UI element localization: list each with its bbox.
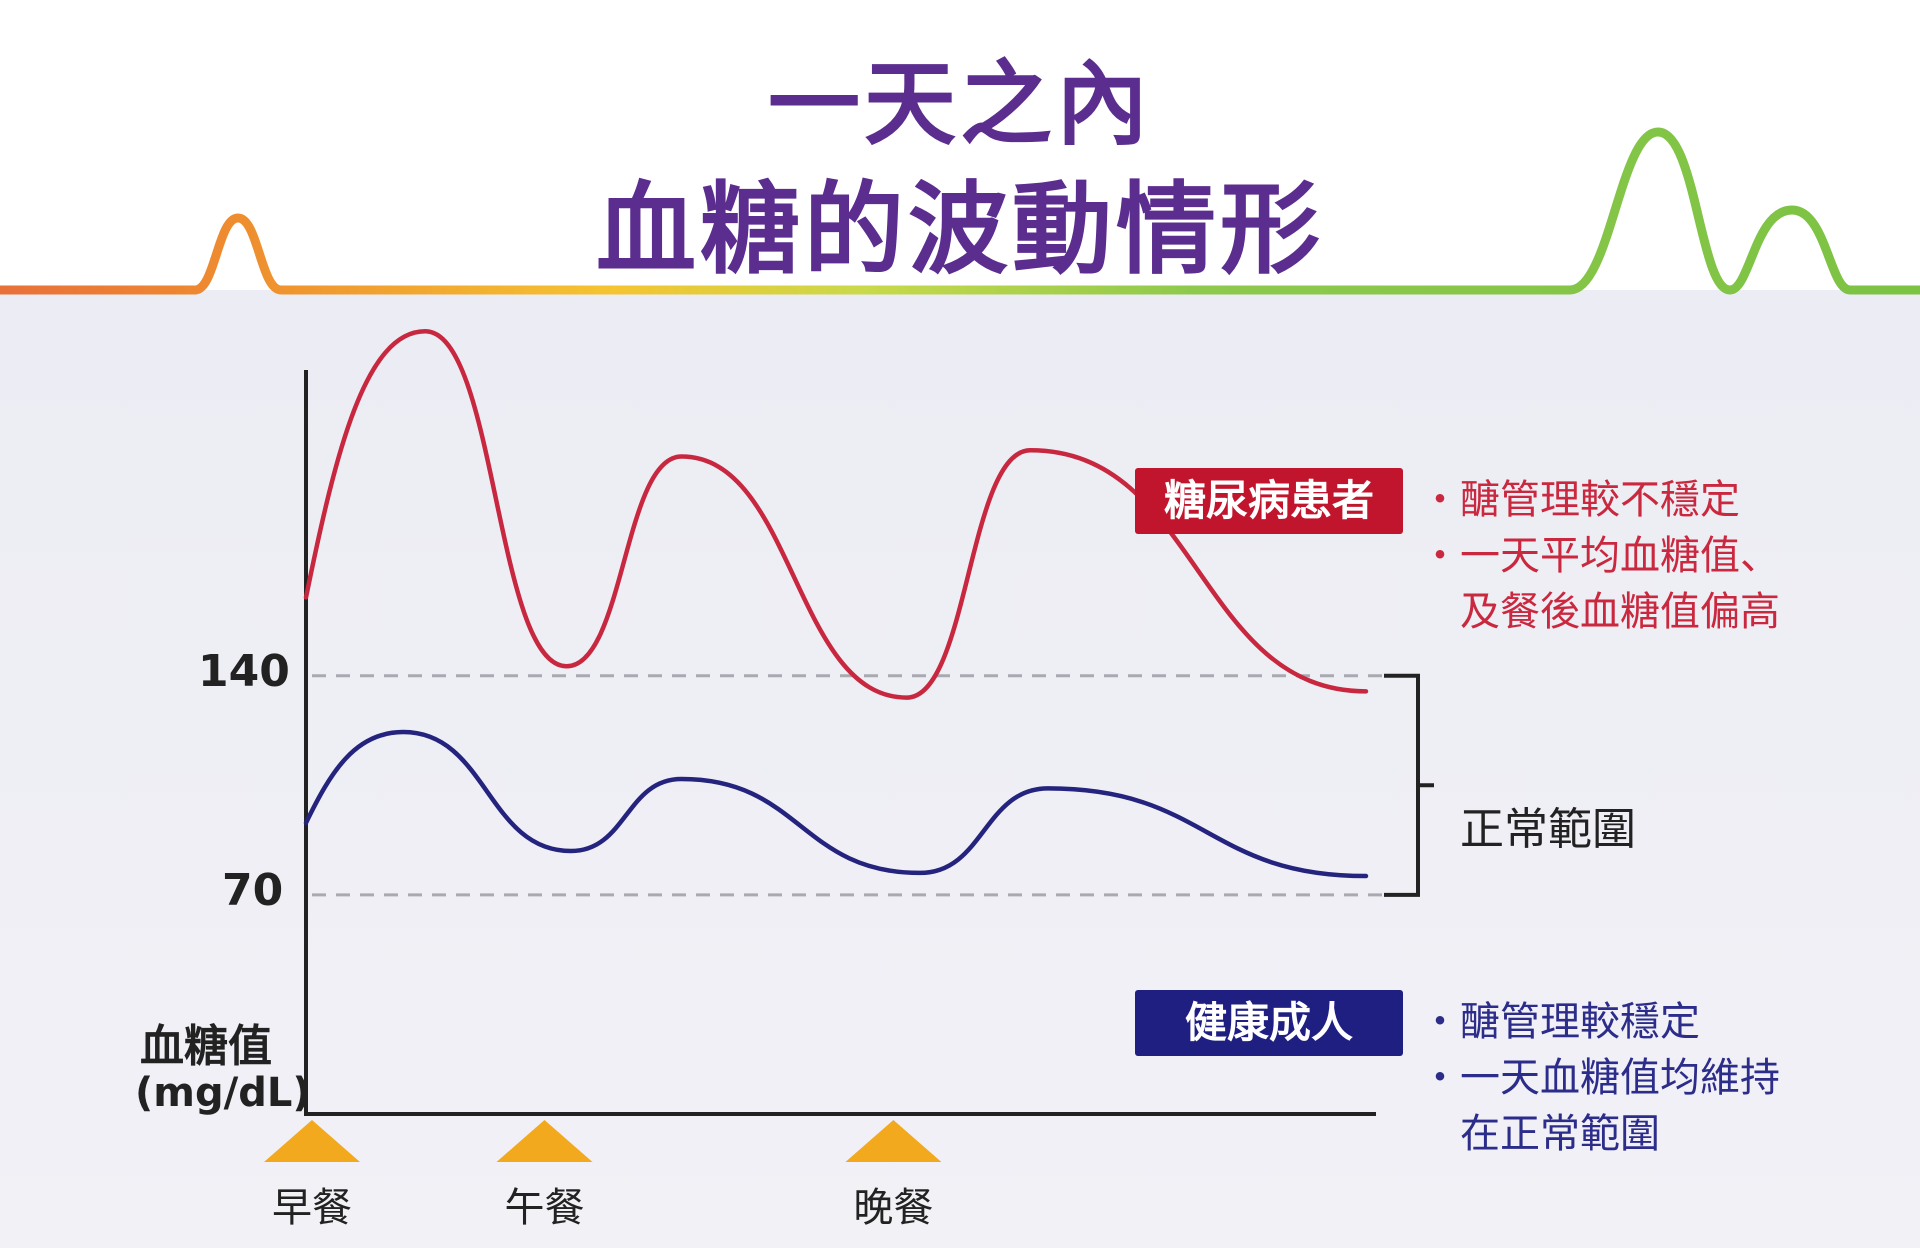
- meal-label-breakfast: 早餐: [272, 1185, 352, 1231]
- y-tick-label-140: 140: [198, 645, 290, 697]
- meal-marker-breakfast: [264, 1120, 360, 1162]
- chart-panel-background: [0, 290, 1920, 1248]
- page-title-line-1: 一天之內: [767, 51, 1152, 158]
- series-line-healthy: [303, 729, 1369, 879]
- page-title-line-2: 血糖的波動情形: [596, 171, 1324, 288]
- healthy-note-1: ・醣管理較穩定: [1420, 999, 1700, 1045]
- meal-marker-lunch: [496, 1120, 593, 1162]
- normal-range-label: 正常範圍: [1460, 804, 1636, 855]
- y-axis-unit: (mg/dL): [135, 1070, 311, 1116]
- meal-label-dinner: 晚餐: [853, 1185, 934, 1231]
- legend-badge-diabetic: 糖尿病患者: [1135, 468, 1403, 534]
- normal-range-bracket: [1384, 673, 1434, 897]
- decorative-wave-line: [0, 127, 1920, 295]
- y-axis-label: 血糖值: [140, 1021, 272, 1072]
- healthy-note-3: 在正常範圍: [1460, 1111, 1660, 1157]
- y-tick-label-70: 70: [222, 864, 284, 916]
- healthy-note-2: ・一天血糖值均維持: [1420, 1055, 1780, 1101]
- diabetic-note-2: ・一天平均血糖值、: [1420, 533, 1780, 579]
- meal-label-lunch: 午餐: [504, 1185, 585, 1231]
- diabetic-note-1: ・醣管理較不穩定: [1420, 477, 1740, 523]
- legend-badge-healthy: 健康成人: [1135, 990, 1403, 1056]
- series-line-diabetic: [303, 329, 1369, 700]
- diabetic-note-3: 及餐後血糖值偏高: [1460, 589, 1780, 635]
- meal-marker-dinner: [845, 1120, 942, 1162]
